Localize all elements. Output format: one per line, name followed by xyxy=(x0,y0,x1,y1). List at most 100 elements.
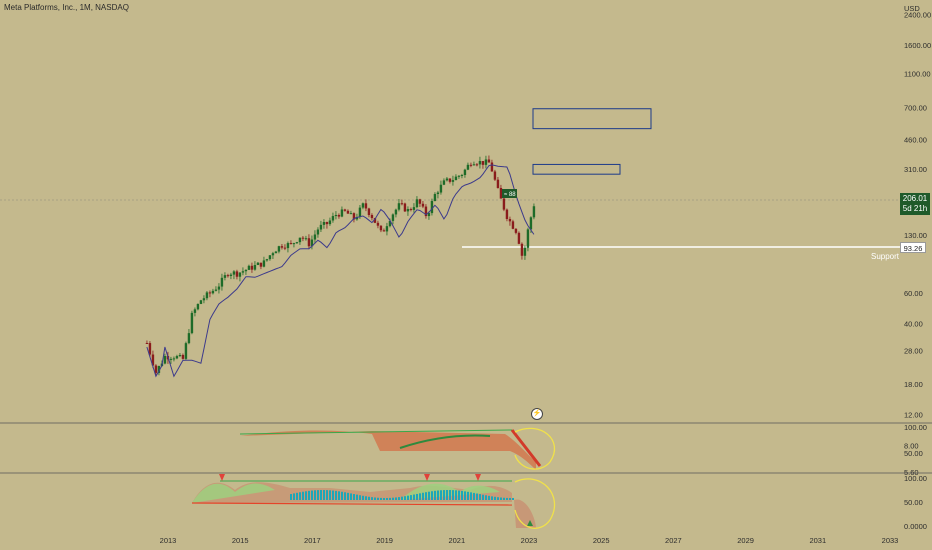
candle-body xyxy=(445,178,449,181)
osc2-histogram-bar xyxy=(371,497,373,500)
candle-body xyxy=(391,214,395,221)
osc2-histogram-bar xyxy=(398,497,400,500)
osc2-histogram-bar xyxy=(395,497,397,500)
osc2-axis-label: 0.0000 xyxy=(904,522,927,531)
osc2-histogram-bar xyxy=(425,492,427,500)
candle-body xyxy=(283,247,287,249)
osc2-histogram-bar xyxy=(362,495,364,500)
osc2-histogram-bar xyxy=(323,490,325,500)
price-axis-label: 130.00 xyxy=(904,231,927,240)
x-axis-tick-label: 2031 xyxy=(809,536,826,545)
candle-body xyxy=(244,269,248,272)
candle-body xyxy=(520,243,524,256)
candle-body xyxy=(514,228,518,233)
candle-body xyxy=(235,271,239,277)
candle-body xyxy=(490,162,494,172)
osc2-histogram-bar xyxy=(458,490,460,500)
candle-body xyxy=(532,206,536,218)
osc2-histogram-bar xyxy=(404,496,406,500)
candle-body xyxy=(442,180,446,185)
osc2-histogram-bar xyxy=(320,490,322,500)
candle-body xyxy=(502,198,506,210)
candle-body xyxy=(364,203,368,209)
candle-body xyxy=(250,265,254,270)
osc2-histogram-bar xyxy=(341,491,343,500)
price-axis-label: 460.00 xyxy=(904,135,927,144)
candle-body xyxy=(151,354,155,366)
osc2-histogram-bar xyxy=(308,490,310,500)
candle-body xyxy=(220,277,224,287)
candle-body xyxy=(349,213,353,215)
candle-body xyxy=(295,242,299,244)
osc2-histogram-bar xyxy=(485,495,487,500)
candle-body xyxy=(439,184,443,193)
x-axis-tick-label: 2019 xyxy=(376,536,393,545)
candle-body xyxy=(493,171,497,180)
candle-body xyxy=(523,247,527,256)
osc2-axis-label: 100.00 xyxy=(904,474,927,483)
x-axis-tick-label: 2027 xyxy=(665,536,682,545)
x-axis-tick-label: 2033 xyxy=(882,536,899,545)
osc2-histogram-bar xyxy=(353,494,355,500)
candle-body xyxy=(406,209,410,212)
flash-icon[interactable]: ⚡ xyxy=(531,408,543,420)
osc2-histogram-bar xyxy=(332,490,334,500)
osc2-axis-label: 50.00 xyxy=(904,498,923,507)
osc2-histogram-bar xyxy=(392,497,394,500)
current-price-countdown: 5d 21h xyxy=(902,204,928,213)
osc2-histogram-bar xyxy=(506,497,508,500)
candle-body xyxy=(403,203,407,212)
candle-body xyxy=(529,217,533,230)
candle-body xyxy=(178,354,182,357)
osc2-histogram-bar xyxy=(317,490,319,500)
candle-body xyxy=(352,213,356,220)
candle-body xyxy=(337,214,341,217)
moving-average-line xyxy=(146,164,535,378)
candle-body xyxy=(187,333,191,344)
osc2-histogram-bar xyxy=(329,490,331,500)
price-axis-label: 60.00 xyxy=(904,289,923,298)
candle-body xyxy=(277,246,281,252)
x-axis-tick-label: 2023 xyxy=(521,536,538,545)
price-axis-label: 1600.00 xyxy=(904,41,931,50)
x-axis-tick-label: 2025 xyxy=(593,536,610,545)
osc2-histogram-bar xyxy=(467,491,469,500)
osc2-histogram-bar xyxy=(422,492,424,500)
candle-body xyxy=(184,343,188,359)
candle-body xyxy=(286,243,290,249)
candle-body xyxy=(232,271,236,275)
osc2-histogram-bar xyxy=(314,490,316,500)
osc2-histogram-bar xyxy=(452,490,454,500)
osc1-upper-line xyxy=(239,429,513,435)
candle-body xyxy=(400,203,404,205)
osc2-histogram-bar xyxy=(455,490,457,500)
candle-body xyxy=(511,221,515,229)
osc2-histogram-bar xyxy=(434,490,436,500)
x-axis-tick-label: 2021 xyxy=(448,536,465,545)
osc2-histogram-bar xyxy=(503,497,505,500)
candle-body xyxy=(226,275,230,277)
candle-body xyxy=(310,239,314,247)
candle-body xyxy=(313,234,317,240)
candle-body xyxy=(280,246,284,248)
candle-body xyxy=(205,292,209,299)
osc2-histogram-bar xyxy=(347,492,349,500)
osc2-histogram-bar xyxy=(479,494,481,500)
candle-body xyxy=(376,222,380,226)
support-label: Support xyxy=(871,252,900,261)
osc2-histogram-bar xyxy=(338,491,340,500)
candle-body xyxy=(340,209,344,217)
osc2-histogram-bar xyxy=(509,497,511,500)
candle-body xyxy=(211,290,215,294)
osc2-histogram-bar xyxy=(476,493,478,500)
osc2-histogram-bar xyxy=(443,490,445,500)
candle-body xyxy=(328,220,332,225)
osc1-axis-label: 100.00 xyxy=(904,423,927,432)
candle-body xyxy=(460,175,464,177)
candle-body xyxy=(385,226,389,232)
candle-body xyxy=(397,203,401,210)
osc2-histogram-bar xyxy=(293,493,295,500)
candle-body xyxy=(424,206,428,217)
candle-body xyxy=(319,224,323,230)
